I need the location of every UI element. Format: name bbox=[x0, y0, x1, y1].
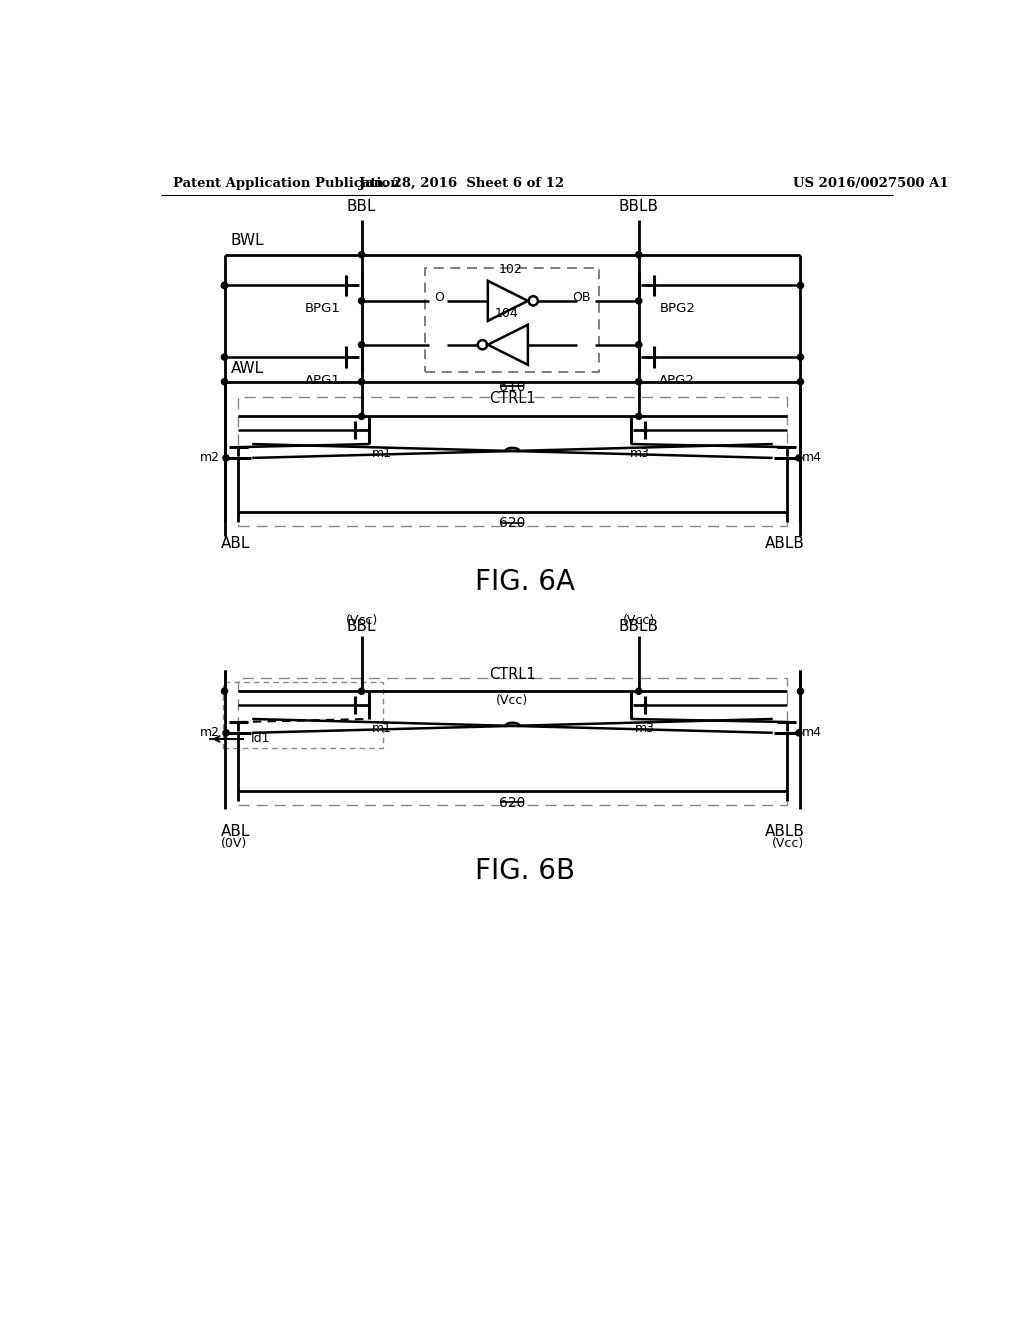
Text: BBLB: BBLB bbox=[618, 199, 658, 214]
Circle shape bbox=[798, 379, 804, 385]
Text: m3: m3 bbox=[630, 447, 649, 461]
Text: FIG. 6A: FIG. 6A bbox=[475, 568, 574, 595]
Text: BBL: BBL bbox=[347, 199, 376, 214]
Circle shape bbox=[798, 354, 804, 360]
Circle shape bbox=[796, 455, 802, 461]
Text: 104: 104 bbox=[495, 308, 518, 321]
Text: (Vcc): (Vcc) bbox=[497, 694, 528, 708]
Text: BPG2: BPG2 bbox=[659, 302, 695, 315]
Text: BBL: BBL bbox=[347, 619, 376, 635]
Circle shape bbox=[636, 688, 642, 694]
Circle shape bbox=[796, 730, 802, 737]
Bar bbox=[239, 397, 786, 525]
Circle shape bbox=[221, 379, 227, 385]
Text: ABL: ABL bbox=[220, 536, 250, 550]
Circle shape bbox=[636, 298, 642, 304]
Text: m2: m2 bbox=[200, 451, 220, 465]
Bar bbox=[223, 682, 383, 748]
Text: APG2: APG2 bbox=[659, 374, 695, 387]
Circle shape bbox=[636, 342, 642, 348]
Circle shape bbox=[636, 379, 642, 385]
Text: Patent Application Publication: Patent Application Publication bbox=[173, 177, 399, 190]
Text: 610: 610 bbox=[499, 380, 525, 395]
Circle shape bbox=[358, 413, 365, 420]
Bar bbox=[239, 678, 786, 805]
Text: Id1: Id1 bbox=[251, 733, 270, 746]
Text: Jan. 28, 2016  Sheet 6 of 12: Jan. 28, 2016 Sheet 6 of 12 bbox=[359, 177, 564, 190]
Text: m1: m1 bbox=[373, 447, 392, 461]
Circle shape bbox=[358, 252, 365, 257]
Text: CTRL1: CTRL1 bbox=[489, 667, 536, 682]
Circle shape bbox=[223, 455, 229, 461]
Circle shape bbox=[223, 730, 229, 737]
Text: 620: 620 bbox=[500, 796, 525, 810]
Text: BBLB: BBLB bbox=[618, 619, 658, 635]
Text: (Vcc): (Vcc) bbox=[345, 614, 378, 627]
Text: ABLB: ABLB bbox=[765, 536, 804, 550]
Text: 102: 102 bbox=[499, 263, 523, 276]
Text: (0V): (0V) bbox=[220, 837, 247, 850]
Text: BPG1: BPG1 bbox=[305, 302, 341, 315]
Text: ABL: ABL bbox=[220, 825, 250, 840]
Text: AWL: AWL bbox=[230, 360, 264, 376]
Circle shape bbox=[636, 413, 642, 420]
Text: APG1: APG1 bbox=[305, 374, 341, 387]
Circle shape bbox=[358, 342, 365, 348]
Circle shape bbox=[221, 282, 227, 289]
Circle shape bbox=[798, 282, 804, 289]
Text: 620: 620 bbox=[500, 516, 525, 531]
Circle shape bbox=[221, 282, 227, 289]
Text: OB: OB bbox=[572, 292, 591, 305]
Text: (Vcc): (Vcc) bbox=[623, 614, 655, 627]
Text: m2: m2 bbox=[200, 726, 220, 739]
Text: m4: m4 bbox=[802, 451, 822, 465]
Text: ABLB: ABLB bbox=[765, 825, 804, 840]
Text: O: O bbox=[434, 292, 444, 305]
Text: m4: m4 bbox=[802, 726, 822, 739]
Text: US 2016/0027500 A1: US 2016/0027500 A1 bbox=[793, 177, 948, 190]
Circle shape bbox=[358, 379, 365, 385]
Circle shape bbox=[221, 688, 227, 694]
Circle shape bbox=[636, 252, 642, 257]
Bar bbox=[425, 268, 599, 372]
Text: FIG. 6B: FIG. 6B bbox=[475, 857, 574, 884]
Text: BWL: BWL bbox=[230, 234, 264, 248]
Circle shape bbox=[221, 354, 227, 360]
Text: CTRL1: CTRL1 bbox=[489, 391, 536, 405]
Text: (Vcc): (Vcc) bbox=[772, 837, 804, 850]
Circle shape bbox=[358, 298, 365, 304]
Text: m3: m3 bbox=[635, 722, 655, 735]
Circle shape bbox=[358, 688, 365, 694]
Circle shape bbox=[798, 688, 804, 694]
Text: m1: m1 bbox=[373, 722, 392, 735]
